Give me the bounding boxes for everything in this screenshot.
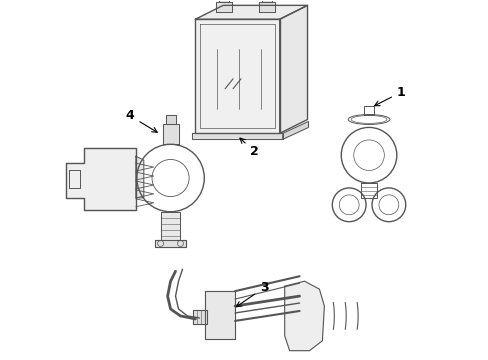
Polygon shape [161, 212, 180, 239]
Polygon shape [284, 281, 324, 351]
Polygon shape [154, 239, 186, 247]
Polygon shape [195, 19, 279, 133]
Polygon shape [258, 3, 274, 12]
Text: 3: 3 [236, 281, 268, 307]
Polygon shape [163, 125, 178, 144]
Polygon shape [262, 0, 271, 3]
Polygon shape [282, 121, 308, 139]
Polygon shape [66, 148, 136, 210]
Text: 4: 4 [126, 109, 157, 132]
Polygon shape [193, 310, 207, 324]
Polygon shape [165, 114, 175, 125]
Polygon shape [219, 0, 229, 3]
Polygon shape [279, 5, 307, 133]
Polygon shape [205, 291, 235, 339]
Polygon shape [136, 156, 143, 198]
Text: 1: 1 [374, 86, 405, 106]
Polygon shape [195, 5, 307, 19]
Text: 2: 2 [240, 138, 258, 158]
Polygon shape [192, 133, 282, 139]
Polygon shape [216, 3, 232, 12]
